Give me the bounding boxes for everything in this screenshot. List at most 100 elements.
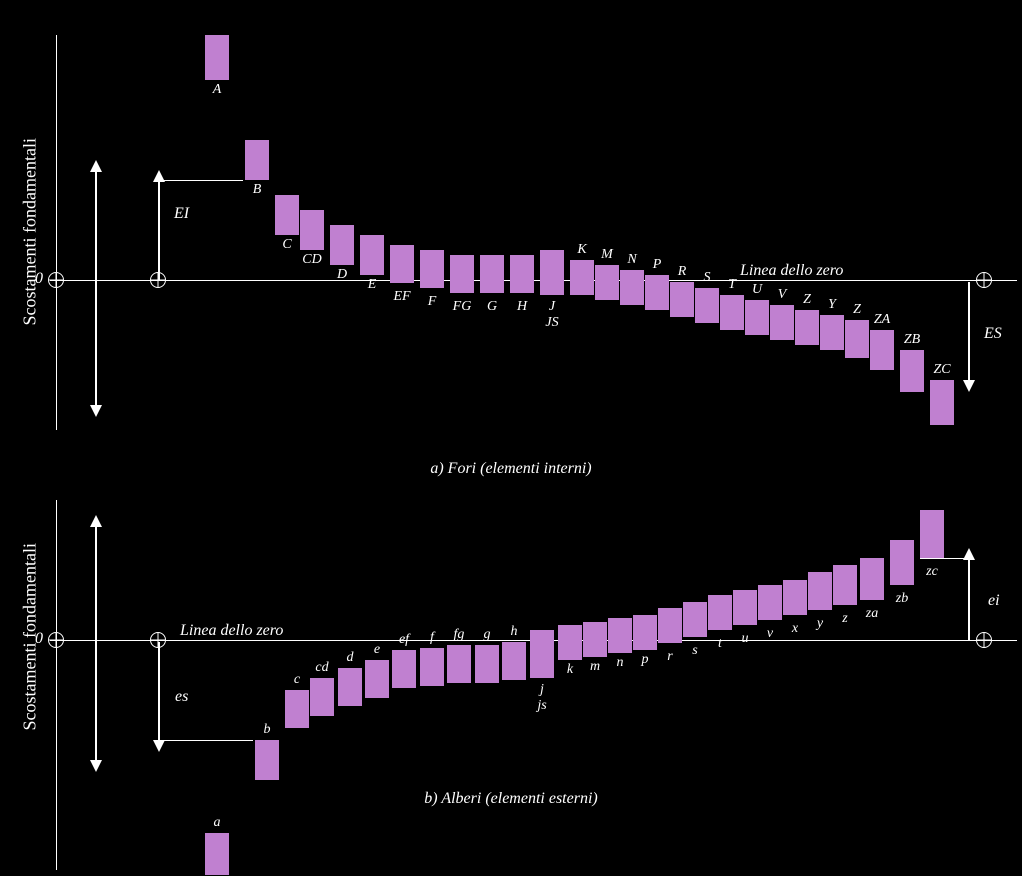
bottom-zero-tick: 0 bbox=[35, 630, 43, 648]
tolerance-bar-label: CD bbox=[297, 252, 327, 268]
tolerance-bar bbox=[330, 225, 354, 265]
tolerance-bar bbox=[708, 595, 732, 630]
tolerance-bar bbox=[420, 648, 444, 686]
bottom-zero-symbol-left bbox=[48, 632, 64, 648]
top-zero-symbol-right bbox=[976, 272, 992, 288]
tolerance-bar-label: a bbox=[202, 815, 232, 831]
tolerance-bar-label: e bbox=[362, 642, 392, 658]
top-zero-symbol-left bbox=[48, 272, 64, 288]
top-ei-bracket bbox=[158, 180, 243, 181]
tolerance-bar bbox=[758, 585, 782, 620]
tolerance-bar-label: zb bbox=[887, 591, 917, 607]
tolerance-bar bbox=[890, 540, 914, 585]
tolerance-bar-label: B bbox=[242, 182, 272, 198]
tolerance-bar bbox=[608, 618, 632, 653]
top-vert-axis bbox=[56, 35, 57, 430]
tolerance-bar-label: F bbox=[417, 294, 447, 310]
bottom-ei-label: ei bbox=[988, 592, 1000, 610]
tolerance-bar-label: j bbox=[527, 682, 557, 698]
tolerance-bar-label: zc bbox=[917, 564, 947, 580]
tolerance-bar-label: J bbox=[537, 299, 567, 315]
tolerance-bar bbox=[658, 608, 682, 643]
bottom-es-arrow-line bbox=[158, 642, 160, 742]
tolerance-bar bbox=[275, 195, 299, 235]
top-zero-tick: 0 bbox=[35, 270, 43, 288]
top-ei-label: EI bbox=[174, 205, 189, 223]
bottom-zero-symbol-right bbox=[976, 632, 992, 648]
tolerance-bar bbox=[870, 330, 894, 370]
tolerance-bar-label: H bbox=[507, 299, 537, 315]
bottom-ei-bracket bbox=[920, 558, 970, 559]
tolerance-bar bbox=[783, 580, 807, 615]
tolerance-bar-label: b bbox=[252, 722, 282, 738]
bottom-caption: b) Alberi (elementi esterni) bbox=[0, 790, 1022, 808]
top-linea-label: Linea dello zero bbox=[740, 262, 843, 280]
tolerance-bar bbox=[255, 740, 279, 780]
tolerance-bar bbox=[808, 572, 832, 610]
tolerance-bar bbox=[795, 310, 819, 345]
tolerance-bar bbox=[695, 288, 719, 323]
tolerance-bar-label: g bbox=[472, 627, 502, 643]
bottom-es-bracket bbox=[158, 740, 253, 741]
top-arrow-left-down bbox=[90, 405, 102, 417]
tolerance-bar-label: G bbox=[477, 299, 507, 315]
bottom-es-label: es bbox=[175, 688, 188, 706]
diagram-container: Scostamenti fondamentali 0 Linea dello z… bbox=[0, 0, 1022, 876]
tolerance-bar bbox=[558, 625, 582, 660]
tolerance-bar bbox=[502, 642, 526, 680]
tolerance-bar bbox=[820, 315, 844, 350]
tolerance-bar bbox=[510, 255, 534, 293]
tolerance-bar-label: za bbox=[857, 606, 887, 622]
tolerance-bar bbox=[300, 210, 324, 250]
tolerance-bar bbox=[475, 645, 499, 683]
tolerance-bar bbox=[930, 380, 954, 425]
tolerance-bar-label: f bbox=[417, 630, 447, 646]
tolerance-bar bbox=[205, 833, 229, 875]
tolerance-bar bbox=[670, 282, 694, 317]
tolerance-bar-label: ZA bbox=[867, 312, 897, 328]
tolerance-bar bbox=[620, 270, 644, 305]
tolerance-bar-label: cd bbox=[307, 660, 337, 676]
tolerance-bar-label: ZB bbox=[897, 332, 927, 348]
tolerance-bar bbox=[733, 590, 757, 625]
tolerance-bar bbox=[205, 35, 229, 80]
top-y-axis-label: Scostamenti fondamentali bbox=[20, 126, 41, 326]
tolerance-bar bbox=[360, 235, 384, 275]
top-arrow-left-line bbox=[95, 170, 97, 405]
top-es-label: ES bbox=[984, 325, 1002, 343]
tolerance-bar bbox=[420, 250, 444, 288]
tolerance-bar-label: C bbox=[272, 237, 302, 253]
tolerance-bar-label: D bbox=[327, 267, 357, 283]
tolerance-bar bbox=[645, 275, 669, 310]
tolerance-bar-label: A bbox=[202, 82, 232, 98]
bottom-arrow-left-down bbox=[90, 760, 102, 772]
tolerance-bar-label-extra: JS bbox=[537, 315, 567, 331]
tolerance-bar-label: E bbox=[357, 277, 387, 293]
tolerance-bar-label: h bbox=[499, 624, 529, 640]
tolerance-bar-label: EF bbox=[387, 289, 417, 305]
tolerance-bar bbox=[920, 510, 944, 558]
tolerance-bar bbox=[540, 250, 564, 295]
tolerance-bar bbox=[338, 668, 362, 706]
tolerance-bar bbox=[392, 650, 416, 688]
tolerance-bar-label-extra: js bbox=[527, 698, 557, 714]
tolerance-bar bbox=[570, 260, 594, 295]
tolerance-bar bbox=[530, 630, 554, 678]
tolerance-bar bbox=[770, 305, 794, 340]
tolerance-bar bbox=[450, 255, 474, 293]
top-ei-arrow-line bbox=[158, 180, 160, 280]
tolerance-bar bbox=[447, 645, 471, 683]
bottom-linea-label: Linea dello zero bbox=[180, 622, 283, 640]
tolerance-bar-label: z bbox=[830, 611, 860, 627]
bottom-ei-arrow-line bbox=[968, 558, 970, 640]
top-caption: a) Fori (elementi interni) bbox=[0, 460, 1022, 478]
tolerance-bar bbox=[390, 245, 414, 283]
tolerance-bar-label: FG bbox=[447, 299, 477, 315]
bottom-vert-axis bbox=[56, 500, 57, 870]
top-es-arrow-down bbox=[963, 380, 975, 392]
tolerance-bar bbox=[285, 690, 309, 728]
tolerance-bar bbox=[860, 558, 884, 600]
top-es-arrow-line bbox=[968, 282, 970, 382]
top-arrow-left-up bbox=[90, 160, 102, 172]
tolerance-bar bbox=[900, 350, 924, 392]
